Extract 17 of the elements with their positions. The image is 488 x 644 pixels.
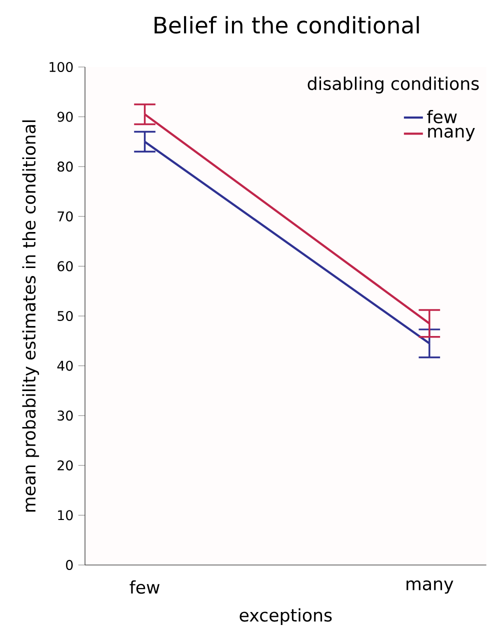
y-axis-title: mean probability estimates in the conditional — [22, 120, 40, 512]
y-tick-label: 40 — [57, 360, 73, 371]
y-tick-label: 20 — [58, 460, 73, 470]
y-tick-label: 90 — [57, 112, 73, 122]
y-tick-label: 50 — [58, 310, 73, 322]
y-tick-label: 60 — [58, 261, 73, 272]
legend-label: many — [428, 128, 475, 142]
x-axis-title: exceptions — [240, 608, 332, 626]
y-tick-label: 10 — [58, 510, 73, 520]
y-tick-label: 80 — [58, 162, 73, 172]
y-tick-label: 0 — [66, 560, 73, 570]
y-tick-label: 70 — [58, 211, 73, 222]
chart-title: Belief in the conditional — [154, 16, 419, 34]
legend-title: disabling conditions — [308, 76, 479, 94]
y-tick-label: 100 — [50, 62, 73, 72]
legend-label: few — [427, 110, 457, 124]
y-tick-label: 30 — [58, 410, 73, 421]
